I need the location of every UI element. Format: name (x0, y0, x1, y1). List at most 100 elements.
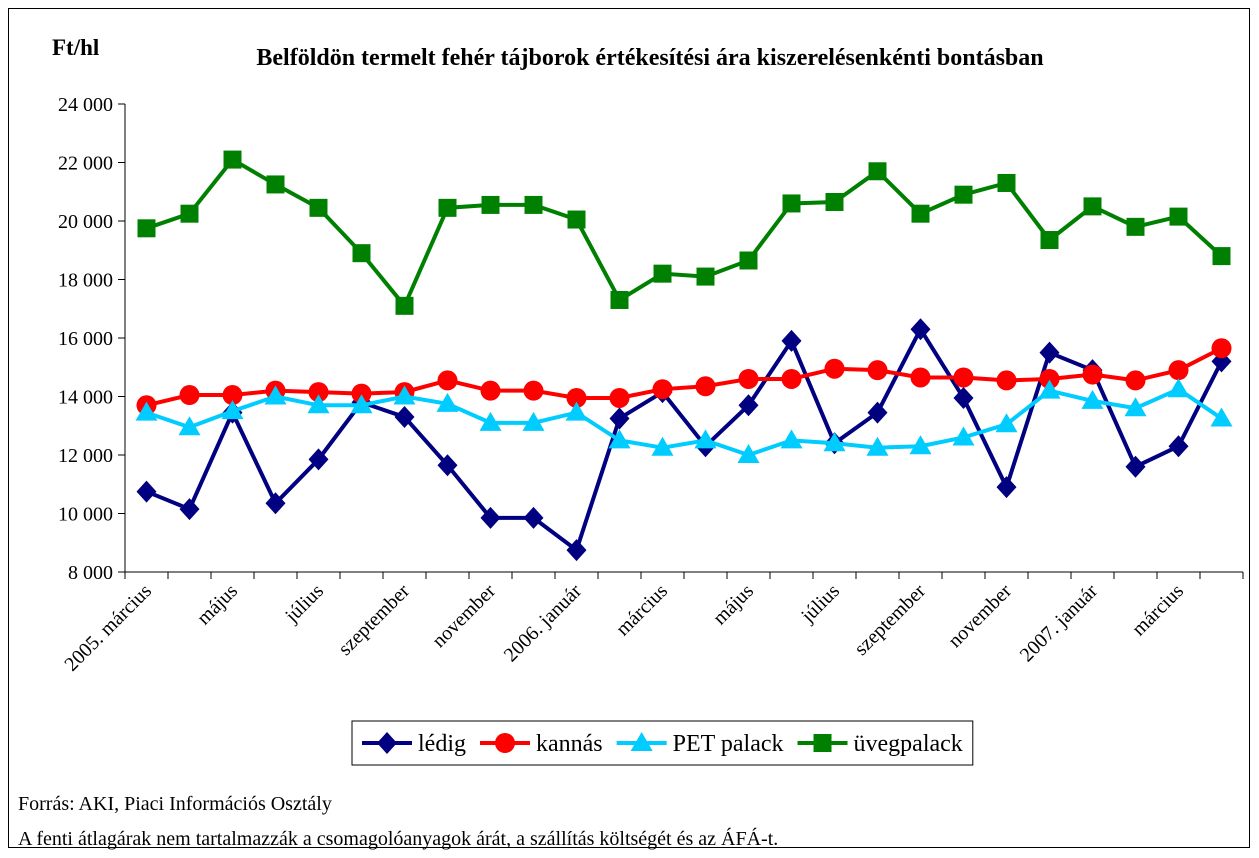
marker (180, 204, 199, 223)
footnote: A fenti átlagárak nem tartalmazzák a cso… (18, 827, 778, 850)
marker (566, 387, 587, 408)
marker (911, 204, 930, 223)
marker (1038, 379, 1061, 399)
marker (997, 173, 1016, 192)
y-tick-label: 8 000 (68, 562, 113, 584)
marker (393, 385, 416, 405)
marker (1210, 407, 1233, 427)
marker (782, 194, 801, 213)
marker (222, 385, 243, 406)
y-tick-label: 16 000 (58, 328, 113, 350)
y-tick-label: 20 000 (58, 211, 113, 233)
marker (565, 401, 588, 421)
marker (394, 405, 415, 428)
y-tick-label: 14 000 (58, 387, 113, 409)
marker (523, 506, 544, 529)
marker (137, 219, 156, 238)
marker (910, 367, 931, 388)
marker (1083, 197, 1102, 216)
marker (567, 210, 586, 229)
marker (781, 368, 802, 389)
marker (437, 454, 458, 477)
marker (179, 385, 200, 406)
marker (309, 198, 328, 217)
y-tick-label: 10 000 (58, 504, 113, 526)
marker (437, 370, 458, 391)
y-tick-label: 24 000 (58, 94, 113, 116)
chart-title: Belföldön termelt fehér tájborok értékes… (256, 45, 1044, 71)
marker (996, 370, 1017, 391)
marker (1040, 231, 1059, 250)
marker (608, 429, 631, 449)
marker (395, 296, 414, 315)
y-tick-label: 12 000 (58, 445, 113, 467)
legend-marker (813, 734, 832, 752)
marker (825, 192, 844, 211)
y-axis-label: Ft/hl (52, 35, 99, 60)
marker (867, 401, 888, 424)
legend: lédig kannás PET palack üvegpalack (351, 720, 974, 766)
marker (1211, 338, 1232, 359)
marker (1081, 389, 1104, 409)
marker (909, 435, 932, 455)
marker (1082, 364, 1103, 385)
y-tick-label: 18 000 (58, 270, 113, 292)
marker (308, 382, 329, 403)
marker (179, 498, 200, 521)
marker (1169, 207, 1188, 226)
marker (952, 426, 975, 446)
marker (739, 251, 758, 270)
marker (352, 244, 371, 263)
y-tick-label: 22 000 (58, 153, 113, 175)
marker (866, 436, 889, 456)
legend-marker (630, 732, 653, 751)
marker (524, 195, 543, 214)
marker (953, 386, 974, 409)
marker (1168, 435, 1189, 458)
marker (479, 411, 502, 431)
marker (1167, 378, 1190, 398)
marker (738, 368, 759, 389)
marker (610, 290, 629, 309)
marker (737, 444, 760, 463)
chart-frame (8, 8, 1250, 848)
marker (954, 185, 973, 204)
legend-label: kannás (536, 731, 603, 757)
marker (781, 329, 802, 352)
marker (780, 429, 803, 449)
marker (953, 367, 974, 388)
marker (1126, 217, 1145, 236)
marker (609, 407, 630, 430)
marker (221, 400, 244, 420)
marker (223, 150, 242, 169)
marker (1039, 341, 1060, 364)
marker (824, 358, 845, 379)
marker (523, 380, 544, 401)
marker (308, 448, 329, 471)
marker (868, 162, 887, 181)
marker (1125, 455, 1146, 478)
legend-marker (377, 732, 397, 754)
marker (480, 380, 501, 401)
marker (307, 394, 330, 414)
legend-label: PET palack (673, 731, 784, 757)
marker (738, 394, 759, 417)
marker (1212, 247, 1231, 266)
marker (480, 506, 501, 529)
marker (653, 264, 672, 283)
marker (823, 432, 846, 452)
marker (350, 394, 373, 414)
marker (995, 413, 1018, 433)
legend-label: üvegpalack (854, 731, 963, 757)
marker (652, 379, 673, 400)
marker (1168, 360, 1189, 381)
marker (996, 476, 1017, 499)
marker (265, 492, 286, 515)
marker (867, 360, 888, 381)
marker (696, 267, 715, 286)
marker (351, 383, 372, 404)
marker (438, 198, 457, 217)
marker (1039, 368, 1060, 389)
